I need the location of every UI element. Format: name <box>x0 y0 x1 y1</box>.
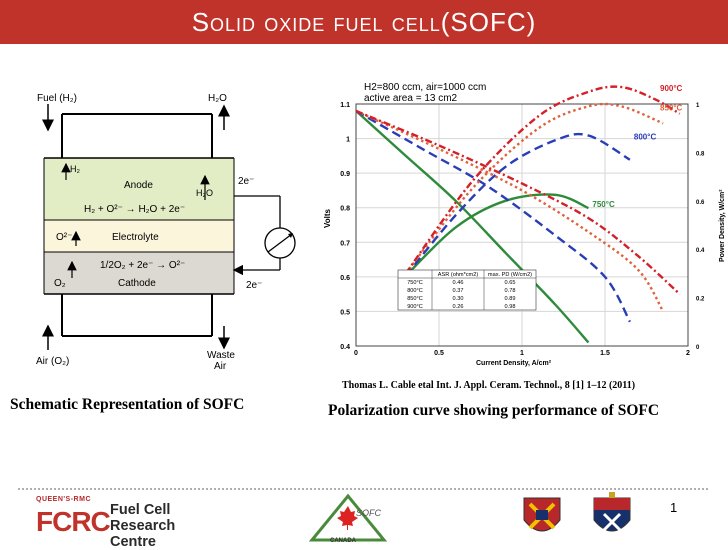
x-tick-label: 0 <box>354 350 358 357</box>
y-tick-label-right: 0 <box>696 345 700 351</box>
label-air-in: Air (O₂) <box>36 356 69 367</box>
citation: Thomas L. Cable etal Int. J. Appl. Ceram… <box>342 380 636 391</box>
table-cell: 750°C <box>407 280 423 286</box>
y-tick-label-right: 0.8 <box>696 151 705 157</box>
x-axis-label: Current Density, A/cm² <box>476 360 552 367</box>
chart-background <box>338 100 713 366</box>
rmc-crest-icon <box>593 492 631 532</box>
fcrc-small-text: QUEEN'S-RMC <box>36 496 91 503</box>
label-electron-bottom: 2e⁻ <box>246 280 262 291</box>
chart-labels: 750°C 800°C 850°C 900°C <box>592 84 682 209</box>
label-anode: Anode <box>124 180 153 191</box>
anode-layer <box>44 158 234 220</box>
footer-divider <box>18 488 708 490</box>
series-label-2: 850°C <box>660 103 683 112</box>
label-oxide: O²⁻ <box>56 232 72 243</box>
voltage-curve-1 <box>355 109 631 323</box>
label-h2: H₂ <box>70 164 80 174</box>
table-cell: 0.37 <box>453 288 464 294</box>
series-label-3: 900°C <box>660 84 683 93</box>
y-tick-label-right: 1 <box>696 103 700 109</box>
label-water-out: H₂O <box>208 93 227 104</box>
fcrc-big-text: FCRC <box>36 506 111 537</box>
series-label-1: 800°C <box>634 132 657 141</box>
annotation-line-2: active area = 13 cm2 <box>364 93 458 104</box>
table-cell: 0.26 <box>453 304 464 310</box>
y-tick-label-left: 0.4 <box>340 344 350 351</box>
sofc-canada-logo: SOFC CANADA <box>308 493 388 544</box>
sofc-logo-text: SOFC <box>356 508 382 518</box>
bottom-housing <box>61 294 213 337</box>
table-cell: 0.46 <box>453 280 464 286</box>
canada-text: CANADA <box>330 538 357 544</box>
table-cell: 0.89 <box>505 296 516 302</box>
asr-pd-table: ASR (ohm*cm2) max. PD (W/cm2) 750°C 0.46 0.6… <box>397 269 537 311</box>
x-tick-label: 0.5 <box>434 350 444 357</box>
table-frame <box>397 269 537 311</box>
table-header-cell: ASR (ohm*cm2) <box>438 272 479 278</box>
slide-title: Solid oxide fuel cell(SOFC) <box>191 7 537 37</box>
table-cell: 900°C <box>407 304 423 310</box>
y-tick-label-left: 0.8 <box>340 206 350 213</box>
power-curve-1 <box>404 132 631 277</box>
series-label-0: 750°C <box>592 200 615 209</box>
chart-series <box>355 85 681 344</box>
table-cell: 850°C <box>407 296 423 302</box>
x-tick-label: 1.5 <box>600 350 610 357</box>
label-waste: Waste <box>207 350 235 361</box>
power-curve-2 <box>404 102 664 275</box>
label-air-out: Air <box>214 361 227 372</box>
caption-schematic: Schematic Representation of SOFC <box>10 396 245 413</box>
table-cell: 0.78 <box>505 288 516 294</box>
y-tick-label-left: 0.7 <box>340 240 350 247</box>
y-tick-label-right: 0.4 <box>696 248 705 254</box>
title-bar <box>0 0 728 44</box>
y-tick-label-left: 0.9 <box>340 171 350 178</box>
table-cell: 0.30 <box>453 296 464 302</box>
fcrc-line-1: Fuel Cell <box>110 502 171 518</box>
chart-ticks: 0 0.5 1 1.5 2 0.4 0.5 0.6 0.7 0.8 0.9 1 1.1 0 0.2 0.4 0.… <box>340 102 705 357</box>
label-cathode: Cathode <box>118 278 156 289</box>
queens-crest-icon <box>523 497 561 532</box>
y-tick-label-left: 0.6 <box>340 275 350 282</box>
table-cell: 0.65 <box>505 280 516 286</box>
plot-frame <box>355 103 689 347</box>
label-cathode-reaction: 1/2O₂ + 2e⁻ → O²⁻ <box>100 260 185 271</box>
label-h2o: H₂O <box>196 188 213 198</box>
x-tick-label: 2 <box>686 350 690 357</box>
voltage-curve-0 <box>355 110 590 344</box>
y-tick-label-left: 1 <box>346 137 350 144</box>
voltage-curve-3 <box>355 109 681 295</box>
external-circuit <box>232 195 296 276</box>
table-header-cell: max. PD (W/cm2) <box>488 272 532 278</box>
y-tick-label-right: 0.6 <box>696 200 705 206</box>
y-tick-label-left: 1.1 <box>340 102 350 109</box>
table-cell: 800°C <box>407 288 423 294</box>
y-tick-label-right: 0.2 <box>696 297 705 303</box>
caption-chart: Polarization curve showing performance o… <box>328 402 660 419</box>
annotation-line-1: H2=800 ccm, air=1000 ccm <box>364 82 486 93</box>
label-fuel-in: Fuel (H₂) <box>37 93 77 104</box>
label-electrolyte: Electrolyte <box>112 232 159 243</box>
cathode-layer <box>44 252 234 294</box>
y-tick-label-left: 0.5 <box>340 309 350 316</box>
label-anode-reaction: H₂ + O²⁻ → H₂O + 2e⁻ <box>84 204 185 215</box>
power-curve-0 <box>404 193 589 277</box>
voltage-curve-2 <box>355 109 665 313</box>
x-tick-label: 1 <box>520 350 524 357</box>
top-housing <box>61 113 213 158</box>
slide-number: 1 <box>670 500 678 515</box>
label-electron-top: 2e⁻ <box>238 176 254 187</box>
y-axis-right-label: Power Density, W/cm² <box>719 189 726 262</box>
y-axis-left-label: Volts <box>323 208 332 228</box>
label-o2: O₂ <box>54 278 66 289</box>
power-curve-3 <box>404 85 681 275</box>
table-cell: 0.98 <box>505 304 516 310</box>
